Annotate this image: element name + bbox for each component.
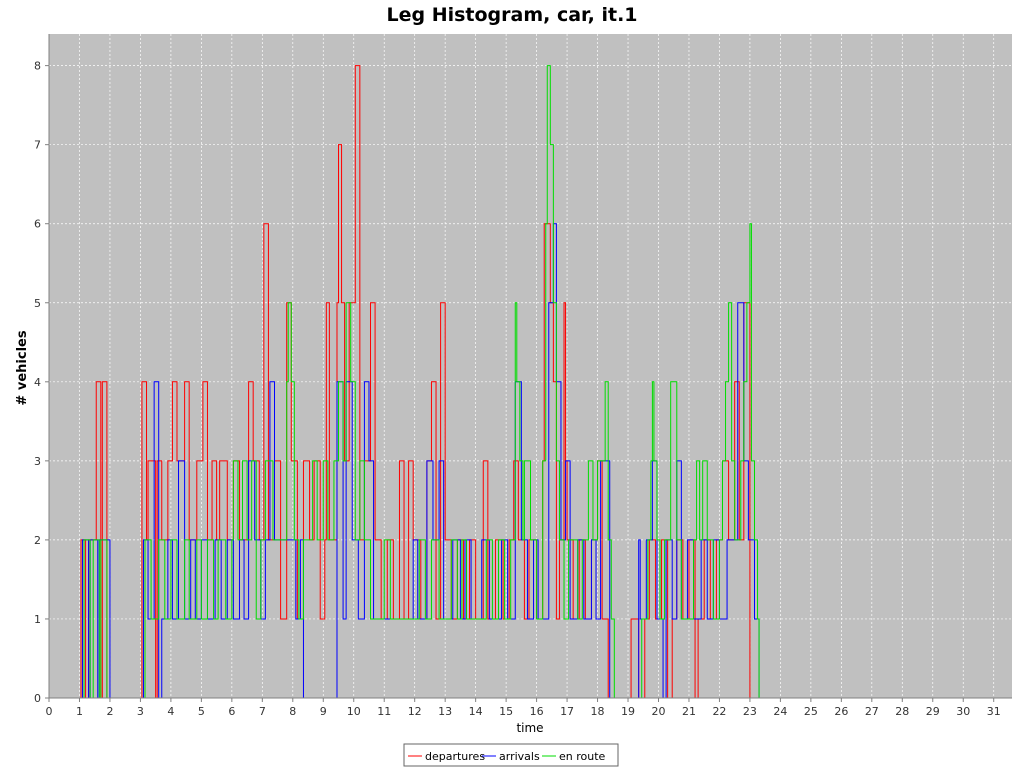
x-tick-label-1: 1 [76, 705, 83, 718]
x-tick-label-24: 24 [773, 705, 787, 718]
x-tick-label-15: 15 [499, 705, 513, 718]
x-tick-label-11: 11 [377, 705, 391, 718]
y-tick-label-4: 4 [34, 376, 41, 389]
x-tick-label-4: 4 [167, 705, 174, 718]
legend-label-departures: departures [425, 750, 485, 763]
y-tick-label-8: 8 [34, 60, 41, 73]
y-tick-label-1: 1 [34, 613, 41, 626]
y-tick-label-7: 7 [34, 139, 41, 152]
legend-label-arrivals: arrivals [499, 750, 540, 763]
y-tick-label-3: 3 [34, 455, 41, 468]
y-tick-label-2: 2 [34, 534, 41, 547]
x-tick-label-19: 19 [621, 705, 635, 718]
x-axis-ticks: 0 1 2 3 4 5 6 7 8 9 10 11 12 13 14 15 16 17 18 19 20 21 22 23 24… [46, 698, 1001, 718]
x-tick-label-10: 10 [347, 705, 361, 718]
plot-area [49, 34, 1012, 698]
x-tick-label-31: 31 [987, 705, 1001, 718]
x-tick-label-25: 25 [804, 705, 818, 718]
x-tick-label-27: 27 [865, 705, 879, 718]
x-tick-label-30: 30 [956, 705, 970, 718]
x-tick-label-17: 17 [560, 705, 574, 718]
series-line-en-route [49, 65, 964, 699]
x-tick-label-29: 29 [926, 705, 940, 718]
x-tick-label-18: 18 [591, 705, 605, 718]
x-tick-label-20: 20 [651, 705, 665, 718]
x-tick-label-12: 12 [408, 705, 422, 718]
x-tick-label-23: 23 [743, 705, 757, 718]
axes [45, 34, 1012, 702]
legend-box [403, 743, 619, 767]
x-tick-label-21: 21 [682, 705, 696, 718]
x-tick-label-2: 2 [106, 705, 113, 718]
y-tick-label-5: 5 [34, 297, 41, 310]
x-tick-label-9: 9 [320, 705, 327, 718]
x-tick-label-13: 13 [438, 705, 452, 718]
legend-label-en-route: en route [559, 750, 606, 763]
x-tick-label-8: 8 [289, 705, 296, 718]
x-tick-label-16: 16 [530, 705, 544, 718]
legend: departures arrivals en route [403, 743, 619, 767]
y-tick-label-6: 6 [34, 218, 41, 231]
y-axis-ticks: 0 1 2 3 4 5 6 7 8 [34, 60, 49, 705]
x-tick-label-26: 26 [834, 705, 848, 718]
x-axis-label: time [516, 721, 543, 735]
x-tick-label-7: 7 [259, 705, 266, 718]
x-tick-label-14: 14 [469, 705, 483, 718]
x-tick-label-6: 6 [228, 705, 235, 718]
x-tick-label-28: 28 [895, 705, 909, 718]
x-tick-label-3: 3 [137, 705, 144, 718]
y-axis-label: # vehicles [15, 330, 30, 405]
y-tick-label-0: 0 [34, 692, 41, 705]
x-tick-label-22: 22 [712, 705, 726, 718]
chart-title: Leg Histogram, car, it.1 [386, 4, 637, 26]
x-tick-label-0: 0 [46, 705, 53, 718]
x-tick-label-5: 5 [198, 705, 205, 718]
